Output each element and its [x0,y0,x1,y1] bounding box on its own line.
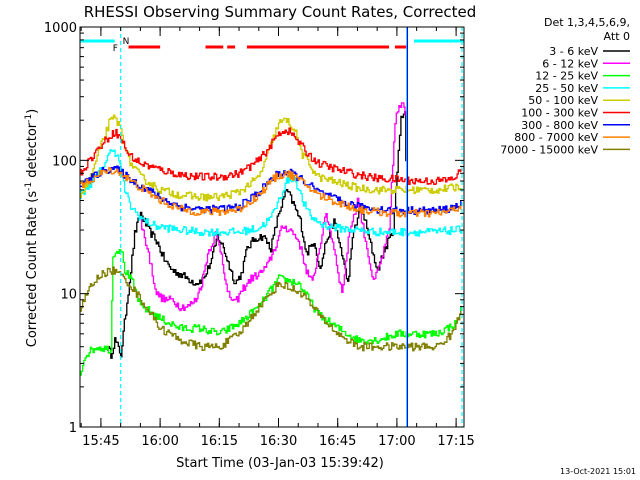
legend-label-8: 7000 - 15000 keV [500,143,598,156]
legend-label-4: 50 - 100 keV [528,94,598,107]
y-tick-label-3: 1000 [44,21,77,36]
series-line-1 [140,102,406,312]
x-tick-label-4: 16:45 [319,434,356,449]
legend-label-3: 25 - 50 keV [535,82,598,95]
y-tick-label-0: 1 [69,421,77,436]
legend-label-2: 12 - 25 keV [535,70,598,83]
night-flag-label: N [123,37,130,47]
legend-label-0: 3 - 6 keV [549,45,598,58]
y-axis-label-mid: detector [25,122,40,182]
flare-flag-label: F [113,44,118,54]
y-axis-label-sup2: -1 [24,114,34,123]
x-axis-label: Start Time (03-Jan-03 15:39:42) [176,456,384,471]
x-tick-label-2: 16:15 [201,434,238,449]
y-axis-label-end: ) [25,109,40,114]
y-axis-label-main: Corrected Count Rate (s [25,191,40,348]
plot-layer: FN [80,27,464,427]
series-line-8 [80,266,462,352]
x-tick-label-0: 15:45 [82,434,119,449]
x-tick-label-1: 16:00 [141,434,178,449]
y-axis-label: Corrected Count Rate (s-1 detector-1) [24,109,40,347]
series-line-5 [80,127,462,185]
plot-frame [79,26,465,428]
series-line-3 [80,149,462,237]
legend-header-att: Att 0 [604,30,630,43]
x-tick-label-5: 17:00 [378,434,415,449]
legend-label-1: 6 - 12 keV [542,57,598,70]
footer-timestamp: 13-Oct-2021 15:01 [560,467,636,476]
chart-title: RHESSI Observing Summary Count Rates, Co… [84,3,477,21]
axes-layer: 1 10 100 1000 15:45 16:00 16:15 16:30 16:45 17:00… [44,21,475,449]
legend-label-6: 300 - 800 keV [521,119,598,132]
y-tick-label-2: 100 [52,154,77,169]
y-axis-label-sup1: -1 [24,182,34,191]
x-tick-label-3: 16:30 [260,434,297,449]
series-line-7 [80,166,462,218]
y-tick-label-1: 10 [60,288,77,303]
legend-header-det: Det 1,3,4,5,6,9, [544,16,630,29]
series-line-0 [106,111,407,359]
legend-label-5: 100 - 300 keV [521,107,598,120]
legend-label-7: 800 - 7000 keV [514,131,598,144]
x-tick-label-6: 17:15 [437,434,474,449]
